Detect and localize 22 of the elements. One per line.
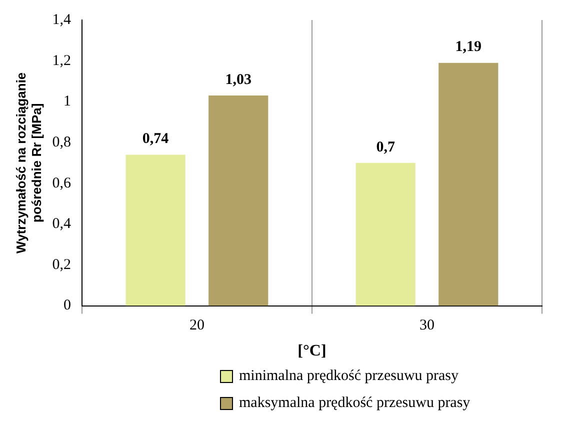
y-tick-label: 0 — [63, 298, 71, 314]
bar — [438, 62, 498, 306]
data-label: 1,03 — [225, 72, 252, 88]
x-tick-label: 20 — [189, 318, 204, 334]
data-label: 0,7 — [376, 139, 396, 156]
legend-label: minimalna prędkość przesuwu prasy — [239, 368, 459, 385]
y-tick-label: 0,6 — [52, 175, 72, 192]
bar — [356, 162, 416, 306]
y-tick-label: 0,4 — [52, 216, 72, 232]
y-tick-label: 1 — [63, 94, 71, 110]
y-tick-label: 1,2 — [52, 52, 71, 69]
x-axis-title: [°C] — [298, 342, 326, 360]
y-tick-label: 1,4 — [52, 12, 72, 28]
y-tick-label: 0,2 — [52, 256, 71, 273]
x-tick-label: 30 — [419, 318, 434, 334]
data-label: 1,19 — [455, 39, 482, 56]
bar — [126, 154, 186, 306]
y-tick-label: 0,8 — [52, 134, 71, 150]
y-axis-title: Wytrzymałość na rozciąganie pośrednie Rr [MPa] — [13, 72, 44, 254]
bar — [208, 96, 268, 306]
data-label: 0,74 — [142, 131, 170, 148]
legend-label: maksymalna prędkość przesuwu prasy — [239, 395, 470, 412]
